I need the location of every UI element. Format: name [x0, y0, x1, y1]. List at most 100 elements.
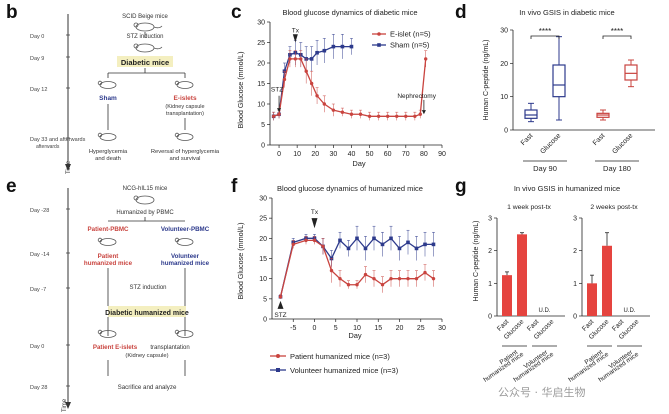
- data-point: [406, 240, 410, 245]
- x-tick-label: 0: [277, 151, 281, 158]
- x-tick-label: 90: [438, 151, 446, 158]
- sham-label: Sham: [99, 95, 117, 102]
- data-point: [322, 102, 327, 106]
- panel-letter-e: e: [6, 176, 17, 197]
- data-point: [418, 112, 422, 116]
- x-tick-label: 80: [420, 151, 428, 158]
- y-tick-label: 5: [261, 122, 265, 129]
- time-label: Time: [66, 160, 72, 174]
- data-point: [376, 114, 381, 119]
- x-tick-label: 30: [329, 151, 337, 158]
- data-point: [277, 112, 281, 116]
- data-point: [315, 94, 319, 98]
- legend-label: Volunteer humanized mice (n=3): [290, 366, 399, 375]
- box: [624, 64, 638, 81]
- x-tick-label: 50: [366, 151, 374, 158]
- data-point: [424, 57, 428, 61]
- bar: [587, 283, 597, 316]
- time-label: Time: [62, 398, 68, 412]
- mouse-icon: [174, 80, 194, 89]
- sacrifice-label: Sacrifice and analyze: [118, 384, 177, 391]
- legend-marker: [377, 43, 381, 47]
- significance-label: ****: [611, 27, 623, 36]
- data-point: [312, 238, 317, 243]
- y-tick-label: 30: [500, 28, 508, 35]
- data-point: [363, 246, 368, 251]
- data-point: [363, 272, 368, 277]
- significance-bracket: [602, 35, 632, 39]
- data-point: [299, 57, 303, 61]
- panel-e-schematic: Day -28 Day -14 Day -7 Day 0 Day 28 Time…: [30, 186, 210, 412]
- y-tick-label: 10: [500, 94, 508, 101]
- y-tick-label: 10: [257, 102, 265, 109]
- bar: [502, 275, 512, 316]
- x-tick-label: Fast: [520, 132, 535, 147]
- mice-source-label: NCG-hIL15 mice: [123, 186, 168, 192]
- data-point: [282, 77, 287, 82]
- chart-title: In vivo GSIS in diabetic mice: [519, 8, 614, 17]
- annotation-label: Nephrectomy: [397, 93, 436, 100]
- chart-f: Blood glucose dynamics of humanized mice…: [236, 184, 446, 375]
- capsule-label: (Kidney capsule): [125, 353, 168, 359]
- box: [524, 109, 538, 119]
- watermark: 公众号 · 华启生物: [498, 386, 586, 399]
- stz-label: STZ induction: [129, 285, 166, 291]
- mouse-icon: [97, 132, 117, 141]
- data-point: [389, 236, 393, 241]
- data-point: [431, 276, 436, 281]
- svg-text:afterwards: afterwards: [36, 144, 60, 150]
- mouse-icon: [174, 132, 194, 141]
- day-label: Day 9: [30, 56, 44, 62]
- y-tick-label: 20: [259, 236, 267, 243]
- data-point: [340, 44, 345, 49]
- y-tick-label: 25: [259, 216, 267, 223]
- x-tick-label: 0: [313, 325, 317, 332]
- timeline-arrow-icon: [65, 164, 71, 171]
- facet-label: 2 weeks post-tx: [590, 204, 638, 211]
- data-point: [397, 246, 402, 251]
- legend-label: Patient humanized mice (n=3): [290, 352, 390, 361]
- data-point: [385, 114, 390, 119]
- panel-b-schematic: Day 0 Day 9 Day 12 Day 33 and afterwards…: [30, 14, 220, 174]
- y-tick-label: 2: [488, 248, 492, 255]
- mouse-icon: [133, 43, 163, 53]
- data-point: [372, 276, 376, 281]
- volunteer-mice-line: Volunteer: [171, 253, 200, 260]
- outcome-line: and survival: [170, 156, 201, 162]
- data-point: [349, 112, 354, 116]
- data-point: [329, 268, 334, 273]
- x-tick-label: 20: [396, 325, 404, 332]
- diabetic-humanized-box: [108, 306, 186, 317]
- humanized-label: Humanized by PBMC: [116, 210, 174, 216]
- x-tick-label: 20: [311, 151, 319, 158]
- diabetic-humanized-label: Diabetic humanized mice: [105, 310, 189, 317]
- data-point: [338, 238, 342, 243]
- annotation-arrowhead: [277, 108, 282, 113]
- y-axis-label: Blood Glucose (mmol/L): [236, 51, 245, 128]
- data-point: [431, 242, 436, 247]
- chart-c: Blood glucose dynamics of diabetic mice …: [236, 8, 446, 168]
- data-point: [423, 242, 427, 247]
- y-tick-label: 1: [573, 281, 577, 288]
- y-tick-label: 20: [500, 61, 508, 68]
- data-point: [380, 283, 385, 287]
- x-tick-label: 25: [417, 325, 425, 332]
- annotation-label: Tx: [292, 27, 300, 34]
- chart-title: In vivo GSIS in humanized mice: [514, 184, 620, 193]
- outcome-line: and death: [95, 156, 121, 162]
- data-point: [414, 246, 419, 251]
- x-axis-label: Day: [352, 159, 366, 168]
- mouse-icon: [133, 22, 163, 32]
- series-line: [273, 45, 352, 117]
- legend-marker: [276, 368, 280, 372]
- y-tick-label: 25: [257, 40, 265, 47]
- data-point: [346, 283, 351, 287]
- data-point: [331, 44, 336, 49]
- data-point: [380, 242, 385, 247]
- eislets-note-line: transplantation): [166, 111, 204, 117]
- legend-label: E-islet (n=5): [390, 30, 431, 39]
- panel-letter-c: c: [231, 2, 242, 23]
- chart-g: In vivo GSIS in humanized mice Human C-p…: [473, 184, 650, 384]
- mouse-icon: [174, 329, 194, 338]
- x-tick-label: 15: [374, 325, 382, 332]
